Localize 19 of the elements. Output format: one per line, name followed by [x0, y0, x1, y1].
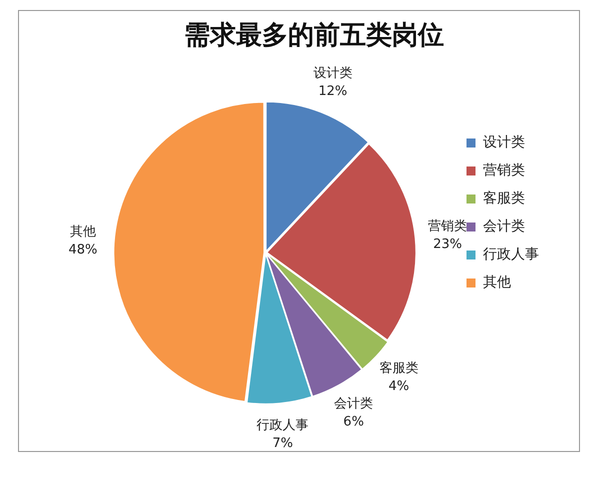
legend-label: 设计类	[483, 134, 525, 151]
slice-label: 会计类	[334, 396, 374, 412]
data-label: 6%	[343, 414, 364, 430]
slice-label: 设计类	[313, 66, 352, 81]
data-label: 4%	[388, 379, 410, 394]
slice-label: 客服类	[379, 360, 418, 376]
legend-label: 其他	[483, 274, 511, 291]
slice-label: 其他	[70, 224, 96, 240]
slice-label: 营销类	[428, 218, 468, 234]
chart-title: 需求最多的前五类岗位	[184, 20, 444, 50]
data-label: 48%	[68, 242, 98, 258]
legend-label: 营销类	[483, 162, 525, 179]
slice-label: 行政人事	[256, 418, 309, 434]
legend-label: 会计类	[483, 218, 525, 235]
legend-label: 客服类	[483, 190, 525, 207]
data-label: 23%	[433, 236, 462, 252]
legend-label: 行政人事	[483, 246, 539, 263]
data-label: 12%	[318, 84, 348, 99]
data-label: 7%	[272, 436, 294, 452]
